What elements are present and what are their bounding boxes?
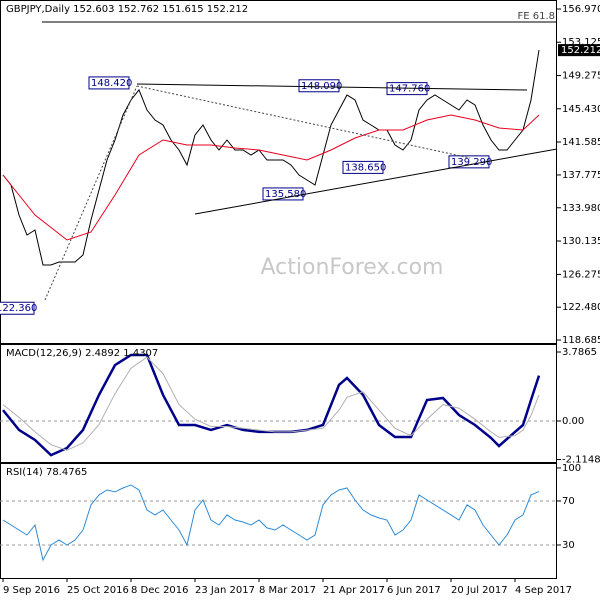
last-price-label: 152.212 (561, 45, 600, 56)
y-tick-label: 3.7865 (562, 347, 597, 358)
trend-line (136, 85, 471, 159)
trend-lines (44, 83, 558, 301)
annotation-label: 138.650 (345, 162, 386, 173)
series-line (2, 356, 540, 451)
trend-line (136, 83, 528, 91)
annotation-box (448, 155, 490, 169)
series-line (2, 114, 540, 241)
annotation-label: 148.090 (301, 81, 342, 92)
y-tick-label: 0.00 (562, 416, 584, 427)
y-tick-label: 30 (562, 540, 575, 551)
annotation-label: 147.760 (389, 84, 430, 95)
annotation-box (88, 76, 130, 90)
x-tick-label: 4 Sep 2017 (515, 585, 572, 596)
trend-line (194, 148, 558, 215)
y-tick-label: 153.125 (562, 37, 600, 48)
y-tick-label: 70 (562, 496, 575, 507)
annotation-label: 135.580 (265, 189, 306, 200)
y-tick-label: 156.970 (562, 4, 600, 15)
annotation-label: 148.420 (91, 78, 132, 89)
y-tick-label: 141.585 (562, 137, 600, 148)
annotation-label: 139.290 (451, 157, 492, 168)
series-line (2, 50, 540, 266)
annotation-box (0, 301, 35, 315)
panel-frame (0, 463, 557, 579)
annotation-box (262, 187, 304, 201)
x-tick-label: 8 Dec 2016 (131, 585, 189, 596)
x-tick-label: 25 Oct 2016 (67, 585, 129, 596)
annotation-box (342, 160, 384, 174)
trend-line (44, 85, 138, 301)
x-tick-label: 20 Jul 2017 (451, 585, 508, 596)
x-tick-label: 9 Sep 2016 (3, 585, 60, 596)
series-line (2, 484, 540, 562)
y-tick-label: 145.430 (562, 104, 600, 115)
panel-title: GBPJPY,Daily 152.603 152.762 151.615 152… (6, 4, 248, 15)
panel-title: RSI(14) 78.4765 (6, 467, 87, 478)
x-tick-label: 21 Apr 2017 (323, 585, 385, 596)
panel-title: MACD(12,26,9) 2.4892 1.4307 (6, 348, 158, 359)
y-tick-label: 149.275 (562, 71, 600, 82)
y-tick-label: 137.775 (562, 170, 600, 181)
x-tick-label: 6 Jun 2017 (387, 585, 441, 596)
last-price-box (558, 44, 600, 57)
y-tick-label: -2.1148 (562, 455, 600, 466)
y-tick-label: 126.275 (562, 269, 600, 280)
y-tick-label: 133.980 (562, 203, 600, 214)
fe-label: FE 61.8 (517, 11, 555, 22)
panel-frame (0, 344, 557, 463)
annotation-label: 122.360 (0, 303, 37, 314)
y-tick-label: 122.480 (562, 302, 600, 313)
x-tick-label: 23 Jan 2017 (195, 585, 255, 596)
x-tick-label: 8 Mar 2017 (259, 585, 316, 596)
y-tick-label: 118.685 (562, 335, 600, 346)
y-tick-label: 130.135 (562, 236, 600, 247)
annotation-box (298, 79, 340, 93)
y-tick-label: 100 (562, 463, 581, 474)
watermark: ActionForex.com (261, 255, 444, 280)
panel-frame (0, 0, 557, 344)
